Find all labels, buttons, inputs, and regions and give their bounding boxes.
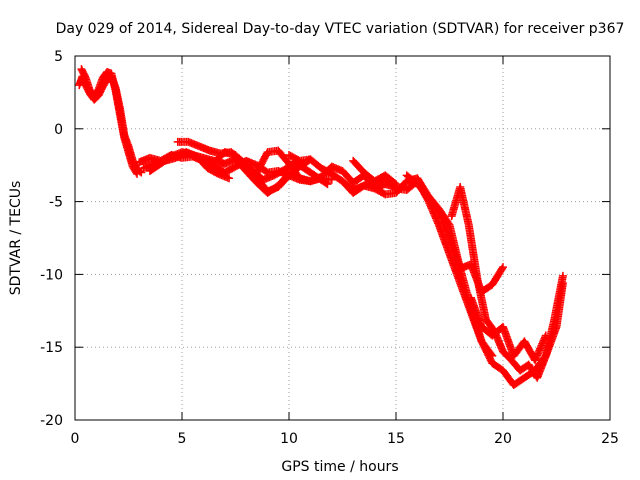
data-point	[499, 263, 507, 272]
data-point	[322, 179, 331, 188]
y-tick-label-1: -15	[40, 340, 63, 356]
y-tick-label-0: -20	[40, 413, 63, 429]
data-point	[132, 168, 141, 177]
chart-title: Day 029 of 2014, Sidereal Day-to-day VTE…	[56, 21, 625, 37]
data-point	[323, 180, 332, 189]
x-tick-label-1: 5	[178, 431, 187, 447]
x-tick-label-0: 0	[71, 431, 80, 447]
axis-ticks	[74, 55, 611, 421]
data-point	[225, 174, 234, 183]
tick-labels: 0 5 10 15 20 25 -20 -15 -10 -5 0 5	[40, 49, 619, 447]
y-axis-label: SDTVAR / TECUs	[8, 181, 24, 296]
plot-border	[74, 55, 611, 421]
series-track-2	[77, 65, 142, 178]
y-tick-label-3: -5	[49, 195, 63, 211]
x-tick-label-2: 10	[280, 431, 298, 447]
data-point	[541, 331, 550, 340]
y-tick-label-2: -10	[40, 267, 63, 283]
x-tick-label-3: 15	[387, 431, 405, 447]
y-tick-label-5: 5	[54, 49, 63, 65]
data-points	[75, 65, 567, 390]
data-point	[558, 271, 567, 280]
data-point	[133, 169, 142, 178]
series-track-14	[466, 293, 550, 365]
x-axis-label: GPS time / hours	[281, 459, 398, 475]
plot-frame	[74, 55, 611, 421]
x-tick-label-5: 25	[601, 431, 619, 447]
series-track-13	[447, 183, 567, 382]
y-tick-label-4: 0	[54, 122, 63, 138]
grid-lines	[75, 56, 610, 420]
x-tick-label-4: 20	[494, 431, 512, 447]
data-point	[498, 264, 507, 273]
